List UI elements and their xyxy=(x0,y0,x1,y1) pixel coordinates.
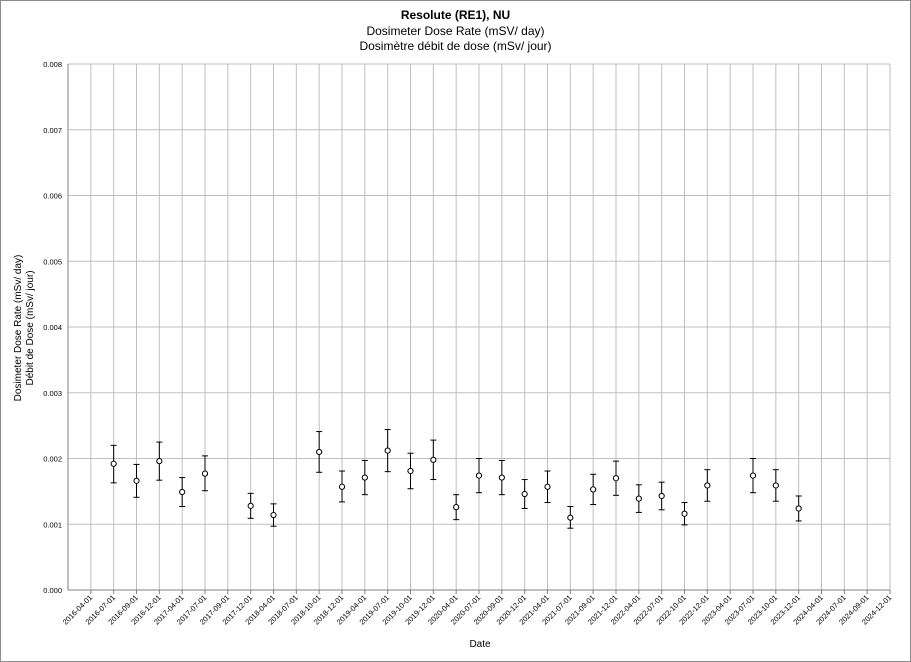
data-point xyxy=(156,441,163,481)
data-point xyxy=(179,477,186,507)
data-point xyxy=(567,505,574,529)
data-point xyxy=(110,444,117,484)
data-points xyxy=(110,429,802,529)
data-point xyxy=(544,470,551,504)
data-point xyxy=(795,495,802,522)
point-marker xyxy=(612,475,620,482)
y-tick-labels: 0.000 0.001 0.002 0.003 0.004 0.005 0.006 0.007… xyxy=(43,60,62,595)
data-point xyxy=(430,439,437,481)
y-tick-label: 0.002 xyxy=(43,455,62,464)
y-tick-label: 0.001 xyxy=(43,520,62,529)
point-marker xyxy=(521,490,528,498)
point-marker xyxy=(110,460,117,467)
y-axis-label-fr: Débit de Dose (mSv/ jour) xyxy=(25,270,36,385)
data-point xyxy=(635,484,642,513)
data-point xyxy=(749,458,757,494)
data-point xyxy=(521,479,528,509)
data-point xyxy=(475,458,483,494)
point-marker xyxy=(201,470,209,477)
point-marker xyxy=(772,482,779,489)
point-marker xyxy=(658,492,665,500)
y-axis-label: Dosimeter Dose Rate (mSv/ day) xyxy=(13,255,24,402)
point-marker xyxy=(407,467,414,475)
data-point xyxy=(316,431,323,473)
point-marker xyxy=(681,510,688,517)
point-marker xyxy=(384,447,391,454)
point-marker xyxy=(635,495,642,502)
point-marker xyxy=(179,488,186,496)
data-point xyxy=(612,460,620,496)
point-marker xyxy=(361,474,368,481)
y-tick-label: 0.000 xyxy=(43,586,62,595)
data-point xyxy=(658,481,665,511)
y-tick-label: 0.007 xyxy=(43,126,62,135)
x-gridlines xyxy=(90,64,891,590)
point-marker xyxy=(133,477,140,484)
chart-subtitle-fr: Dosimètre débit de dose (mSv/ jour) xyxy=(359,39,552,53)
y-tick-label: 0.005 xyxy=(43,257,62,266)
x-axis-label: Date xyxy=(469,639,491,650)
data-point xyxy=(590,473,597,506)
point-marker xyxy=(270,511,277,519)
point-marker xyxy=(544,483,551,490)
data-point xyxy=(453,494,460,521)
point-marker xyxy=(749,472,757,479)
data-point xyxy=(772,469,779,502)
data-point xyxy=(704,469,711,502)
y-tick-label: 0.006 xyxy=(43,192,62,201)
data-point xyxy=(133,463,140,498)
point-marker xyxy=(156,458,163,465)
axes xyxy=(67,64,891,594)
data-point xyxy=(201,455,209,492)
point-marker xyxy=(247,502,254,509)
point-marker xyxy=(430,456,437,463)
y-tick-label: 0.004 xyxy=(43,323,62,332)
point-marker xyxy=(590,486,597,493)
point-marker xyxy=(453,504,460,511)
point-marker xyxy=(567,514,574,521)
data-point xyxy=(498,459,505,496)
data-point xyxy=(407,452,414,490)
data-point xyxy=(338,470,346,503)
chart-title: Resolute (RE1), NU xyxy=(400,8,511,22)
x-tick-labels: 2016-04-012016-07-012016-09-012016-12-01… xyxy=(61,593,894,626)
chart-subtitle: Dosimeter Dose Rate (mSV/ day) xyxy=(366,24,545,38)
data-point xyxy=(384,429,391,473)
point-marker xyxy=(338,483,346,490)
y-tick-label: 0.008 xyxy=(43,60,62,69)
data-point xyxy=(361,459,368,496)
point-marker xyxy=(316,448,323,456)
data-point xyxy=(270,503,277,527)
point-marker xyxy=(475,472,483,479)
data-point xyxy=(247,492,254,519)
y-tick-label: 0.003 xyxy=(43,389,62,398)
point-marker xyxy=(795,505,802,512)
data-point xyxy=(681,502,688,526)
point-marker xyxy=(498,474,505,481)
point-marker xyxy=(704,482,711,489)
